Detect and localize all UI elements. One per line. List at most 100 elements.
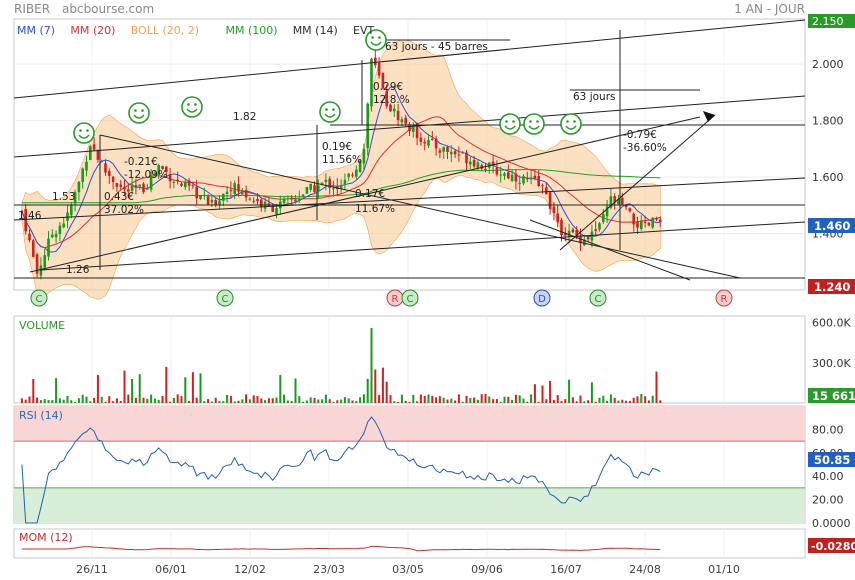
- volume-bar: [571, 397, 574, 403]
- candle-body: [165, 166, 168, 172]
- volume-bar: [549, 380, 552, 403]
- candle-body: [488, 162, 491, 168]
- candle-body: [537, 175, 540, 187]
- chart-annotation: -0.79€: [623, 129, 657, 141]
- volume-bar: [419, 394, 422, 403]
- candle-body: [545, 187, 548, 195]
- volume-bar: [374, 369, 377, 403]
- candle-body: [210, 199, 214, 203]
- candle-body: [431, 138, 434, 140]
- candle-body: [617, 198, 620, 205]
- candle-body: [199, 195, 202, 199]
- smiley-mouth: [133, 114, 145, 119]
- candle-body: [324, 179, 328, 183]
- volume-bar: [480, 394, 483, 403]
- volume-bar: [283, 394, 286, 403]
- volume-bar: [233, 401, 236, 403]
- rsi-tick-label: 40.00: [812, 470, 844, 483]
- volume-bar: [146, 398, 149, 403]
- volume-bar: [81, 394, 84, 403]
- volume-bar: [545, 399, 548, 403]
- candle-body: [244, 190, 248, 198]
- volume-bar: [507, 396, 510, 403]
- volume-bar: [169, 401, 172, 403]
- candle-body: [43, 255, 46, 268]
- candle-body: [237, 184, 240, 192]
- candle-body: [222, 193, 225, 201]
- smiley-eye: [187, 103, 190, 106]
- candle-body: [172, 181, 176, 183]
- event-label: C: [407, 294, 414, 305]
- mom-line: [21, 545, 661, 552]
- candle-body: [271, 206, 274, 212]
- volume-bar: [518, 395, 521, 403]
- rsi-tick-label: 0.0000: [812, 517, 851, 530]
- smiley-eye: [79, 129, 82, 132]
- candle-body: [20, 210, 24, 212]
- candle-body: [275, 207, 278, 215]
- volume-bar: [191, 372, 194, 403]
- smiley-eye: [378, 36, 381, 39]
- price-tick-label: 1.600: [812, 171, 844, 184]
- candle-body: [108, 171, 111, 176]
- smiley-icon: [560, 113, 582, 135]
- candle-body: [218, 200, 221, 205]
- volume-bar: [112, 401, 115, 403]
- volume-bar: [260, 398, 263, 403]
- volume-bar: [89, 401, 92, 403]
- candle-body: [339, 186, 343, 189]
- volume-bar: [389, 395, 392, 403]
- volume-bar: [100, 396, 103, 403]
- candle-body: [157, 165, 160, 175]
- candle-body: [507, 172, 510, 179]
- volume-bar: [560, 401, 563, 403]
- candle-body: [613, 196, 616, 203]
- volume-bar: [366, 378, 369, 403]
- rsi-line: [21, 416, 661, 524]
- event-label: C: [222, 294, 229, 305]
- smiley-eye: [512, 120, 515, 123]
- x-tick-label: 26/11: [76, 563, 108, 576]
- volume-bar: [127, 394, 130, 403]
- chart-annotation: 1.46: [18, 210, 42, 222]
- volume-bar: [104, 401, 107, 403]
- smiley-mouth: [78, 134, 90, 139]
- volume-bar: [655, 371, 658, 403]
- volume-bar: [302, 401, 305, 403]
- volume-bar: [180, 396, 183, 403]
- volume-bar: [51, 400, 54, 403]
- candle-body: [552, 206, 556, 214]
- volume-bar: [188, 400, 191, 403]
- volume-bar: [294, 378, 297, 403]
- smiley-eye: [141, 109, 144, 112]
- candle-body: [586, 237, 590, 240]
- volume-bar: [370, 328, 373, 403]
- volume-bar: [20, 398, 23, 403]
- candle-body: [35, 254, 39, 274]
- candle-body: [115, 183, 119, 187]
- smiley-eye: [566, 120, 569, 123]
- trend-line: [99, 134, 741, 279]
- candle-body: [127, 189, 130, 192]
- smiley-mouth: [186, 108, 198, 113]
- volume-bar: [264, 400, 267, 403]
- candle-body: [62, 223, 65, 228]
- smiley-eye: [529, 120, 532, 123]
- volume-bar: [594, 401, 597, 403]
- trend-line: [39, 221, 806, 271]
- volume-bar: [237, 400, 240, 403]
- volume-bar: [55, 378, 58, 403]
- candle-body: [294, 199, 297, 202]
- volume-bar: [115, 398, 118, 403]
- candle-body: [104, 163, 107, 173]
- volume-bar: [575, 401, 578, 403]
- candle-body: [624, 205, 628, 208]
- volume-bar: [32, 379, 35, 403]
- candle-body: [423, 141, 426, 144]
- volume-bar: [47, 400, 50, 403]
- candle-body: [594, 229, 597, 231]
- volume-bar: [636, 396, 639, 403]
- support-price-label: 1.240: [814, 280, 850, 294]
- trend-line: [13, 177, 806, 221]
- candle-body: [358, 160, 362, 172]
